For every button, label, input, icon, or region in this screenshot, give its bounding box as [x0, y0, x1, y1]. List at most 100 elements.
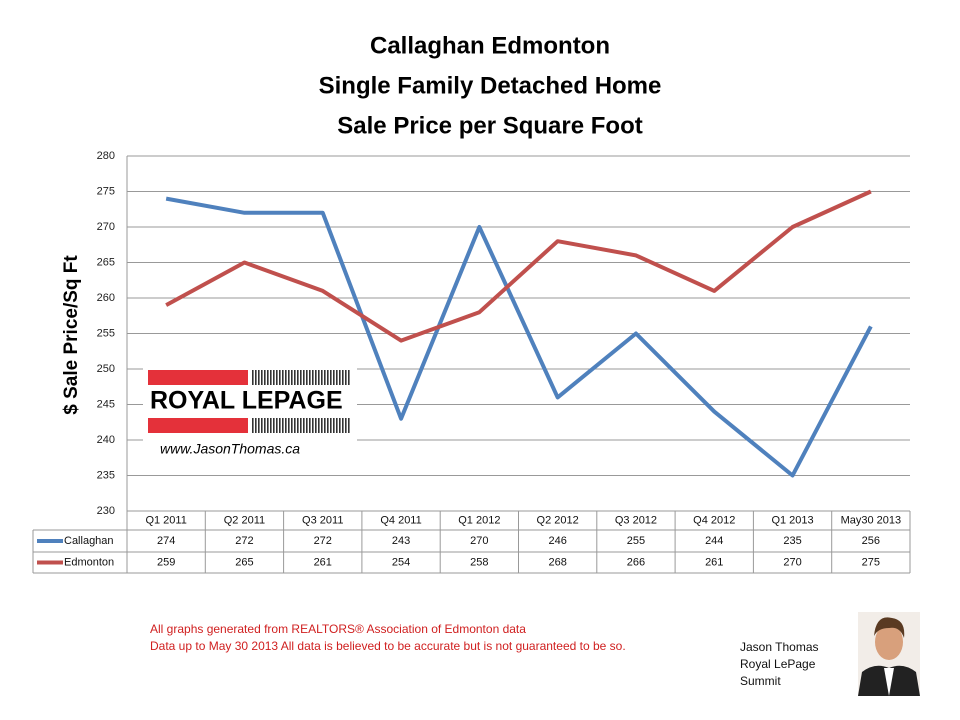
x-tick-label: May30 2013 [841, 514, 902, 526]
photo-face [875, 624, 903, 660]
stripe [267, 418, 269, 433]
table-value: 258 [470, 556, 488, 568]
stripe [321, 370, 323, 385]
table-value: 255 [627, 535, 645, 547]
logo-bar [148, 418, 248, 433]
stripe [255, 418, 257, 433]
stripe [309, 418, 311, 433]
table-value: 261 [705, 556, 723, 568]
table-value: 244 [705, 535, 723, 547]
logo-bar [148, 370, 248, 385]
stripe [264, 418, 266, 433]
stripe [312, 370, 314, 385]
x-tick-label: Q3 2011 [302, 514, 343, 526]
stripe [333, 418, 335, 433]
y-axis-label: $ Sale Price/Sq Ft [61, 255, 82, 415]
stripe [330, 418, 332, 433]
x-tick-label: Q2 2011 [224, 514, 265, 526]
x-tick-label: Q3 2012 [615, 514, 657, 526]
plot-area: 230 235 240 245 250 255 260 265 270 275 280 Q1 2011… [32, 150, 911, 574]
stripe [282, 370, 284, 385]
stripe [285, 418, 287, 433]
y-tick-label: 245 [97, 398, 115, 410]
stripe [261, 370, 263, 385]
y-tick-label: 250 [97, 363, 115, 375]
stripe [270, 418, 272, 433]
table-value: 272 [235, 535, 253, 547]
y-tick-label: 260 [97, 292, 115, 304]
stripe [288, 418, 290, 433]
table-value: 272 [314, 535, 332, 547]
stripe [273, 418, 275, 433]
agent-text: Jason Thomas [740, 640, 819, 654]
stripe [285, 370, 287, 385]
legend-label: Edmonton [64, 556, 114, 568]
stripe [327, 418, 329, 433]
stripe [288, 370, 290, 385]
logo-brand: ROYAL LEPAGE [150, 387, 343, 415]
stripe [264, 370, 266, 385]
agent-text: Summit [740, 674, 781, 688]
table-value: 268 [548, 556, 566, 568]
stripe [303, 418, 305, 433]
stripe [324, 418, 326, 433]
logo: ROYAL LEPAGE www.JasonThomas.ca [143, 364, 357, 462]
stripe [294, 370, 296, 385]
stripe [333, 370, 335, 385]
stripe [315, 370, 317, 385]
table-value: 256 [862, 535, 880, 547]
logo-stripes [252, 370, 350, 433]
stripe [345, 370, 347, 385]
note: All graphs generated from REALTORS® Asso… [150, 622, 526, 636]
y-tick-label: 255 [97, 327, 115, 339]
stripe [342, 418, 344, 433]
stripe [252, 370, 254, 385]
table-value: 266 [627, 556, 645, 568]
table-value: 270 [470, 535, 488, 547]
stripe [300, 370, 302, 385]
stripe [303, 370, 305, 385]
table-value: 275 [862, 556, 880, 568]
stripe [306, 418, 308, 433]
stripe [261, 418, 263, 433]
stripe [258, 418, 260, 433]
stripe [300, 418, 302, 433]
note: Data up to May 30 2013 All data is belie… [150, 639, 626, 653]
table-value: 274 [157, 535, 175, 547]
y-tick-label: 240 [97, 434, 115, 446]
stripe [297, 370, 299, 385]
stripe [336, 370, 338, 385]
table-value: 243 [392, 535, 410, 547]
stripe [279, 370, 281, 385]
stripe [297, 418, 299, 433]
photo-hair [874, 617, 905, 638]
logo-url: www.JasonThomas.ca [160, 441, 300, 457]
stripe [291, 418, 293, 433]
x-tick-label: Q2 2012 [537, 514, 579, 526]
stripe [294, 418, 296, 433]
stripe [270, 370, 272, 385]
stripe [336, 418, 338, 433]
stripe [348, 370, 350, 385]
x-tick-label: Q1 2011 [145, 514, 186, 526]
table-value: 270 [783, 556, 801, 568]
stripe [279, 418, 281, 433]
stripe [276, 370, 278, 385]
chart-subtitle: Sale Price per Square Foot [337, 112, 642, 139]
stripe [324, 370, 326, 385]
stripe [312, 418, 314, 433]
stripe [273, 370, 275, 385]
stripe [318, 370, 320, 385]
stripe [309, 370, 311, 385]
x-tick-label: Q1 2013 [771, 514, 813, 526]
stripe [255, 370, 257, 385]
y-tick-label: 235 [97, 469, 115, 481]
table-value: 254 [392, 556, 410, 568]
stripe [267, 370, 269, 385]
stripe [339, 370, 341, 385]
stripe [252, 418, 254, 433]
stripe [318, 418, 320, 433]
x-tick-label: Q1 2012 [458, 514, 500, 526]
y-tick-label: 265 [97, 256, 115, 268]
